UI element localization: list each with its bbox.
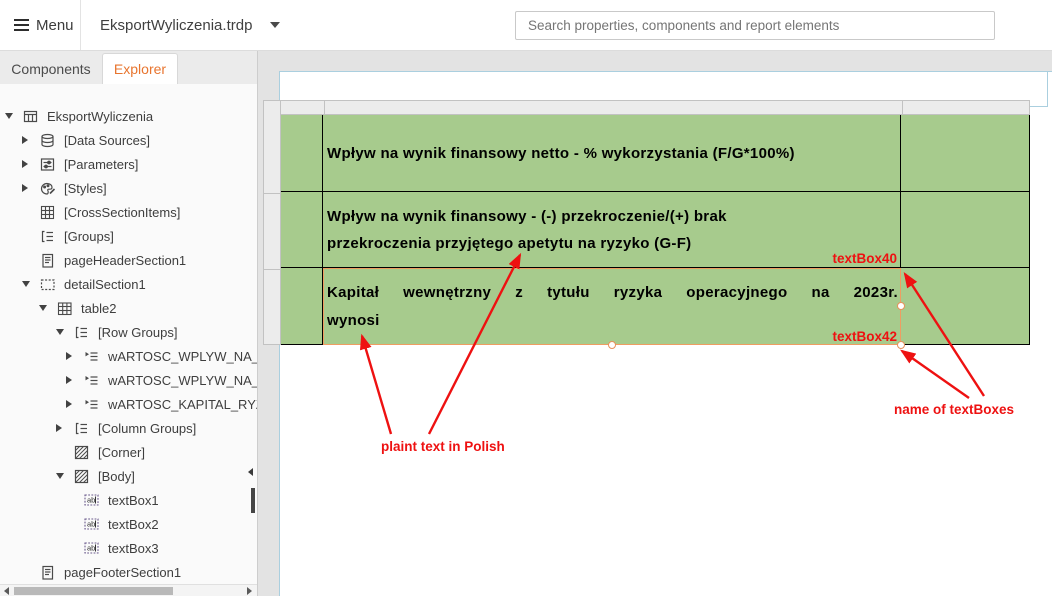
annotation-names-note: name of textBoxes — [894, 402, 1015, 417]
tree-item-column-groups[interactable]: [Column Groups] — [0, 416, 257, 440]
search-input[interactable] — [515, 11, 995, 40]
group-item-icon — [84, 373, 104, 388]
expander-icon[interactable] — [22, 281, 40, 287]
expander-icon[interactable] — [66, 352, 84, 360]
textbox-icon — [84, 492, 104, 508]
scroll-left-icon[interactable] — [4, 587, 9, 595]
tree-item-crosssectionitems[interactable]: [CrossSectionItems] — [0, 200, 257, 224]
tree-item-textbox1[interactable]: textBox1 — [0, 488, 257, 512]
tree-item-row-groups[interactable]: [Row Groups] — [0, 320, 257, 344]
document-title-dropdown[interactable]: EksportWyliczenia.trdp — [100, 0, 281, 50]
resize-handle-bottom-right[interactable] — [897, 341, 905, 349]
groups-list-icon — [74, 421, 94, 436]
textbox-icon — [84, 516, 104, 532]
table-grid-line — [1029, 115, 1030, 345]
page-section-icon — [40, 565, 60, 580]
menu-label: Menu — [36, 16, 74, 34]
tree-item-corner[interactable]: [Corner] — [0, 440, 257, 464]
panel-collapse-icon[interactable] — [248, 468, 253, 476]
expander-icon[interactable] — [22, 160, 40, 168]
tree-item-row-group-1[interactable]: wARTOSC_WPLYW_NA_WF — [0, 344, 257, 368]
tree-item-pageheadersection[interactable]: pageHeaderSection1 — [0, 248, 257, 272]
vertical-scrollbar-thumb[interactable] — [251, 488, 255, 513]
table-icon — [57, 301, 77, 316]
annotation-plain-text-note: plaint text in Polish — [381, 439, 505, 454]
table-row-selector-strip[interactable] — [263, 100, 281, 345]
table-cell-textbox40[interactable]: Wpływ na wynik finansowy - (-) przekrocz… — [327, 208, 727, 252]
expander-icon[interactable] — [22, 184, 40, 192]
tree-item-groups[interactable]: [Groups] — [0, 224, 257, 248]
table-grid-line — [281, 191, 1030, 192]
toolbar: Menu EksportWyliczenia.trdp — [0, 0, 1052, 51]
tree-item-textbox3[interactable]: textBox3 — [0, 536, 257, 560]
scroll-right-icon[interactable] — [247, 587, 252, 595]
explorer-tree: EksportWyliczenia [Data Sources] [Parame… — [0, 104, 257, 584]
expander-icon[interactable] — [66, 376, 84, 384]
tree-item-data-sources[interactable]: [Data Sources] — [0, 128, 257, 152]
tree-item-body[interactable]: [Body] — [0, 464, 257, 488]
table-grid-line — [281, 267, 1030, 268]
expander-icon[interactable] — [5, 113, 23, 119]
table-cell-textbox38[interactable]: Wpływ na wynik finansowy netto - % wykor… — [327, 145, 795, 162]
parameters-icon — [40, 157, 60, 172]
expander-icon[interactable] — [39, 305, 57, 311]
hatched-area-icon — [74, 445, 94, 460]
hamburger-icon — [14, 16, 29, 34]
group-item-icon — [84, 349, 104, 364]
textbox-icon — [84, 540, 104, 556]
tree-item-detailsection[interactable]: detailSection1 — [0, 272, 257, 296]
annotation-textbox40-name: textBox40 — [832, 251, 897, 266]
resize-handle-right[interactable] — [897, 302, 905, 310]
styles-icon — [40, 181, 60, 196]
document-title: EksportWyliczenia.trdp — [100, 16, 253, 34]
chevron-down-icon — [270, 22, 281, 28]
tree-item-table2[interactable]: table2 — [0, 296, 257, 320]
tree-item-row-group-2[interactable]: wARTOSC_WPLYW_NA_WF — [0, 368, 257, 392]
hatched-area-icon — [74, 469, 94, 484]
expander-icon[interactable] — [66, 400, 84, 408]
tree-item-row-group-3[interactable]: wARTOSC_KAPITAL_RYZ2 — [0, 392, 257, 416]
datasources-icon — [40, 133, 60, 148]
detail-section-icon — [40, 277, 60, 292]
table-grid-line — [322, 115, 323, 345]
tree-item-report[interactable]: EksportWyliczenia — [0, 104, 257, 128]
page-section-icon — [40, 253, 60, 268]
sidebar-tabbar: Components Explorer — [0, 51, 257, 84]
tree-item-pagefootersection[interactable]: pageFooterSection1 — [0, 560, 257, 584]
sidebar: Components Explorer EksportWyliczenia [D… — [0, 51, 258, 596]
expander-icon[interactable] — [22, 136, 40, 144]
groups-list-icon — [74, 325, 94, 340]
horizontal-scrollbar-thumb[interactable] — [14, 587, 173, 595]
cross-section-grid-icon — [40, 205, 60, 220]
tree-item-styles[interactable]: [Styles] — [0, 176, 257, 200]
resize-handle-bottom[interactable] — [608, 341, 616, 349]
table-column-selector-strip[interactable] — [263, 100, 1030, 115]
tree-item-parameters[interactable]: [Parameters] — [0, 152, 257, 176]
table-grid-line — [900, 115, 901, 345]
selected-textbox-outline[interactable] — [323, 268, 901, 345]
expander-icon[interactable] — [56, 473, 74, 479]
tab-explorer[interactable]: Explorer — [102, 53, 178, 84]
horizontal-scrollbar[interactable] — [0, 584, 257, 596]
groups-list-icon — [40, 229, 60, 244]
annotation-textbox42-name: textBox42 — [832, 329, 897, 344]
expander-icon[interactable] — [56, 424, 74, 432]
report-icon — [23, 109, 43, 124]
tab-components[interactable]: Components — [11, 60, 91, 77]
group-item-icon — [84, 397, 104, 412]
menu-button[interactable]: Menu — [0, 0, 81, 50]
expander-icon[interactable] — [56, 329, 74, 335]
tree-item-textbox2[interactable]: textBox2 — [0, 512, 257, 536]
